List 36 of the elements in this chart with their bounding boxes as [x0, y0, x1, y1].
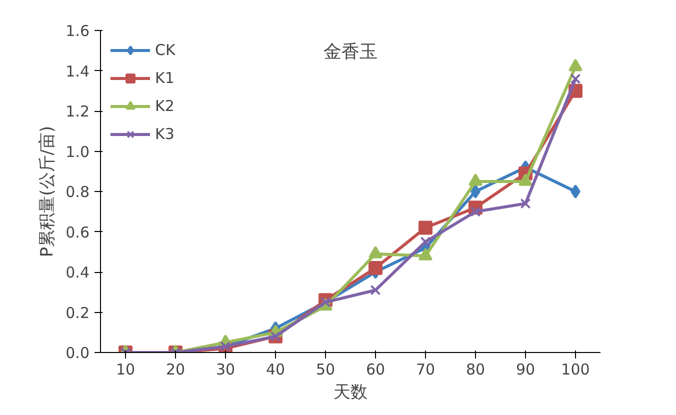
point	[420, 236, 431, 248]
text: 金香玉	[324, 42, 378, 62]
y-tick-label: 1.2	[66, 102, 90, 120]
point	[370, 284, 381, 296]
x-tick-label: 70	[416, 360, 436, 378]
legend-label: K1	[155, 69, 175, 87]
x-tick-label: 40	[266, 360, 286, 378]
y-tick-label: 0.2	[66, 304, 90, 322]
point	[418, 220, 432, 235]
y-axis-title: P累积量(公斤/亩)	[38, 126, 58, 258]
y-tick-label: 1.4	[66, 62, 90, 80]
point	[570, 74, 581, 84]
y-tick-label: 1.6	[66, 22, 90, 40]
x-tick-label: 50	[316, 360, 336, 378]
x-tick-label: 20	[166, 360, 186, 378]
legend-label: K2	[155, 97, 175, 115]
x-tick-label: 30	[216, 360, 236, 378]
point	[418, 248, 432, 260]
legend-label: CK	[155, 41, 176, 59]
point	[470, 184, 480, 198]
y-tick-label: 0.0	[66, 344, 90, 362]
point	[368, 260, 382, 275]
y-tick-label: 0.8	[66, 183, 90, 201]
x-tick-label: 80	[466, 360, 486, 378]
y-tick-label: 1.0	[66, 142, 90, 161]
point	[570, 184, 580, 198]
x-tick-label: 90	[516, 360, 536, 378]
legend-label: K3	[155, 125, 175, 143]
x-tick-label: 10	[116, 360, 136, 378]
y-tick-label: 0.4	[66, 264, 90, 282]
point	[520, 198, 531, 209]
x-axis-title: 天数	[334, 382, 368, 402]
point	[368, 246, 382, 258]
y-tick-label: 0.6	[66, 223, 90, 242]
x-tick-label: 60	[366, 360, 386, 378]
x-tick-label: 100	[561, 360, 590, 378]
